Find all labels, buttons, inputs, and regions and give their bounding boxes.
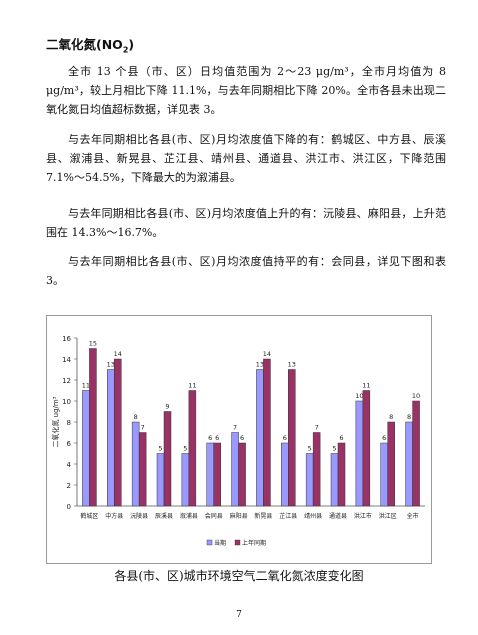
bar-current — [156, 453, 165, 507]
bar-last-year — [312, 432, 321, 507]
bar-value-label: 10 — [355, 392, 363, 400]
x-tick-label: 洪江区 — [379, 512, 397, 520]
bar-current — [107, 369, 115, 507]
bar-current — [330, 453, 339, 507]
no2-bar-chart: 0 2 4 6 8 10 12 14 16 二氧化氮 ug/m³ 11 15 鹤城区 13 14 中方县 8 7 沅… — [46, 315, 432, 564]
y-tick-label: 14 — [62, 356, 71, 364]
bar-value-label: 5 — [308, 445, 312, 453]
x-tick-label: 靖州县 — [304, 512, 322, 520]
x-tick-label: 沅陵县 — [130, 512, 148, 520]
y-tick-label: 16 — [62, 335, 71, 343]
paragraph-summary: 全市 13 个县（市、区）日均值范围为 2～23 μg/m³，全市月均值为 8 … — [46, 65, 446, 116]
bar-last-year — [387, 421, 395, 507]
x-tick-label: 会同县 — [205, 512, 223, 520]
bar-last-year — [188, 390, 197, 507]
y-tick-label: 2 — [67, 482, 71, 490]
bar-value-label: 9 — [165, 403, 169, 411]
bar-value-label: 11 — [362, 382, 370, 390]
bar-last-year — [288, 369, 296, 507]
section-heading: 二氧化氮(NO2) — [46, 37, 135, 55]
bar-current — [131, 421, 140, 507]
bar-value-label: 6 — [382, 434, 386, 442]
bar-value-label: 6 — [339, 434, 343, 442]
bar-last-year — [114, 358, 122, 507]
paragraph-increase: 与去年同期相比各县(市、区)月均浓度值上升的有：沅陵县、麻阳县，上升范围在 14… — [46, 207, 446, 239]
x-tick-label: 麻阳县 — [230, 512, 248, 520]
bar-value-label: 8 — [389, 413, 393, 421]
bar-value-label: 13 — [107, 361, 115, 369]
x-tick-label: 鹤城区 — [80, 512, 98, 520]
bar-value-label: 14 — [263, 350, 271, 358]
x-tick-label: 新晃县 — [254, 512, 272, 520]
bar-value-label: 6 — [283, 434, 287, 442]
x-tick-label: 全市 — [407, 512, 419, 520]
bar-value-label: 6 — [215, 434, 219, 442]
legend-swatch-current — [206, 539, 213, 546]
bar-value-label: 11 — [82, 382, 90, 390]
bar-current — [355, 400, 364, 507]
bar-value-label: 10 — [412, 392, 420, 400]
legend-label-last-year: 上年同期 — [242, 539, 266, 547]
x-tick-label: 辰溪县 — [155, 512, 173, 520]
page-number: 7 — [236, 610, 242, 620]
y-tick-label: 0 — [67, 503, 71, 511]
bar-value-label: 5 — [183, 445, 187, 453]
x-tick-label: 芷江县 — [279, 512, 297, 520]
bar-last-year — [337, 442, 346, 507]
bar-current — [380, 442, 388, 507]
bar-value-label: 7 — [141, 424, 145, 432]
y-tick-label: 12 — [62, 377, 71, 385]
bar-value-label: 11 — [188, 382, 196, 390]
y-tick-label: 10 — [62, 398, 71, 406]
bar-value-label: 6 — [240, 434, 244, 442]
y-axis-label: 二氧化氮 ug/m³ — [51, 396, 60, 447]
bar-value-label: 13 — [256, 361, 264, 369]
bar-last-year — [213, 442, 221, 507]
chart-caption: 各县(市、区)城市环境空气二氧化氮浓度变化图 — [114, 569, 364, 583]
y-tick-label: 8 — [67, 419, 71, 427]
legend-label-current: 当期 — [214, 539, 226, 547]
bar-value-label: 7 — [315, 424, 319, 432]
bar-current — [305, 453, 314, 507]
legend-swatch-last-year — [234, 539, 241, 546]
bar-value-label: 8 — [407, 413, 411, 421]
y-tick-label: 6 — [67, 440, 72, 448]
bar-last-year — [362, 390, 371, 507]
bar-current — [181, 453, 190, 507]
bar-last-year — [89, 348, 97, 507]
paragraph-flat: 与去年同期相比各县(市、区)月均浓度值持平的有：会同县，详见下图和表 3。 — [46, 255, 446, 287]
x-tick-label: 中方县 — [105, 512, 123, 520]
bar-value-label: 6 — [208, 434, 212, 442]
bar-value-label: 15 — [89, 340, 97, 348]
bar-last-year — [263, 358, 271, 507]
bar-current — [206, 442, 214, 507]
bar-value-label: 5 — [158, 445, 162, 453]
bar-last-year — [138, 432, 147, 507]
bar-current — [82, 390, 90, 507]
paragraph-decrease: 与去年同期相比各县(市、区)月均浓度值下降的有：鹤城区、中方县、辰溪县、溆浦县、… — [46, 133, 446, 184]
bar-value-label: 13 — [288, 361, 296, 369]
bar-value-label: 5 — [332, 445, 336, 453]
bar-last-year — [412, 400, 420, 507]
bar-last-year — [238, 442, 246, 507]
y-tick-label: 4 — [67, 461, 72, 469]
bar-current — [405, 421, 413, 507]
x-tick-label: 通道县 — [329, 512, 347, 520]
bar-current — [281, 442, 289, 507]
bar-current — [231, 432, 239, 507]
x-tick-label: 溆浦县 — [180, 512, 198, 520]
x-tick-label: 洪江市 — [354, 512, 372, 520]
bar-last-year — [163, 411, 172, 507]
bar-value-label: 7 — [233, 424, 237, 432]
bar-value-label: 14 — [114, 350, 122, 358]
bar-value-label: 8 — [134, 413, 138, 421]
bar-current — [256, 369, 264, 507]
